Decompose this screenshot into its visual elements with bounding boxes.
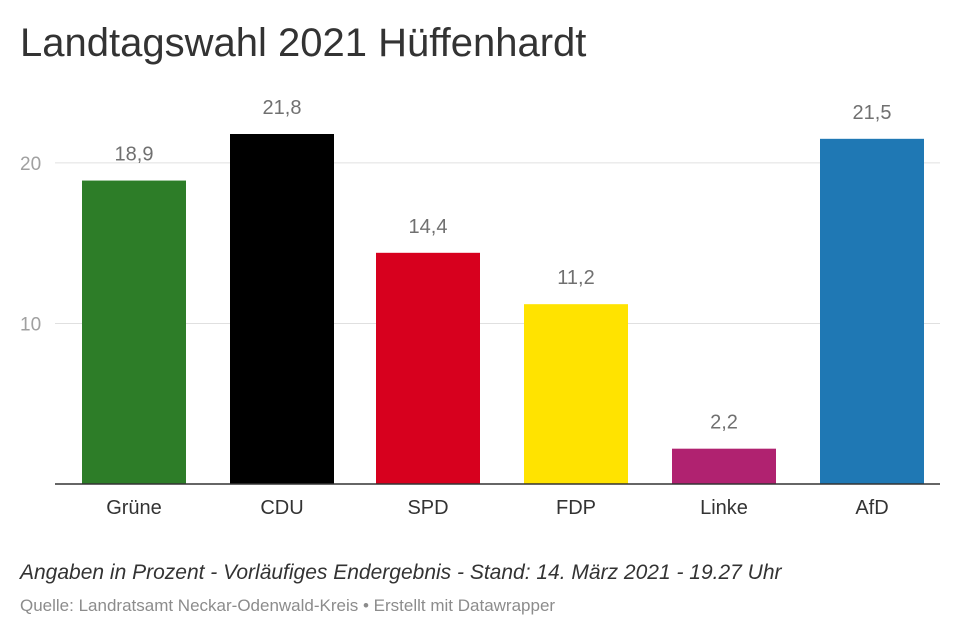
credit-text: Erstellt mit Datawrapper: [373, 596, 556, 615]
bar-chart: 10 20 18,9 21,8 14,4 11,2 2,2 21,5 Grüne CDU SPD…: [20, 97, 940, 519]
bar-grüne: [82, 180, 186, 484]
x-tick-label: CDU: [260, 497, 303, 519]
value-label: 11,2: [557, 267, 594, 289]
x-tick-label: FDP: [556, 497, 596, 519]
x-tick-label: AfD: [855, 497, 888, 519]
value-label: 2,2: [710, 412, 738, 434]
bar-linke: [672, 448, 776, 484]
chart-source-line: Quelle: Landratsamt Neckar-Odenwald-Krei…: [20, 594, 555, 618]
x-tick-label: Grüne: [106, 497, 162, 519]
value-label: 21,8: [263, 97, 302, 119]
x-tick-label: SPD: [407, 497, 448, 519]
value-labels: 18,9 21,8 14,4 11,2 2,2 21,5: [115, 97, 892, 434]
bar-spd: [376, 252, 480, 484]
bars: [82, 134, 924, 484]
value-label: 18,9: [115, 144, 154, 166]
y-tick-label: 10: [20, 314, 41, 335]
bar-fdp: [524, 304, 628, 484]
chart-title: Landtagswahl 2021 Hüffenhardt: [20, 21, 587, 65]
bar-cdu: [230, 134, 334, 484]
y-tick-label: 20: [20, 154, 41, 175]
x-tick-label: Linke: [700, 497, 748, 519]
x-axis-ticks: Grüne CDU SPD FDP Linke AfD: [106, 497, 888, 519]
y-axis-ticks: 10 20: [20, 154, 41, 336]
source-text: Quelle: Landratsamt Neckar-Odenwald-Krei…: [20, 596, 359, 615]
chart-note: Angaben in Prozent - Vorläufiges Enderge…: [20, 561, 782, 584]
value-label: 21,5: [853, 102, 892, 124]
value-label: 14,4: [409, 216, 448, 238]
source-separator: •: [358, 596, 374, 615]
gridlines: [55, 162, 940, 324]
bar-afd: [820, 138, 924, 484]
